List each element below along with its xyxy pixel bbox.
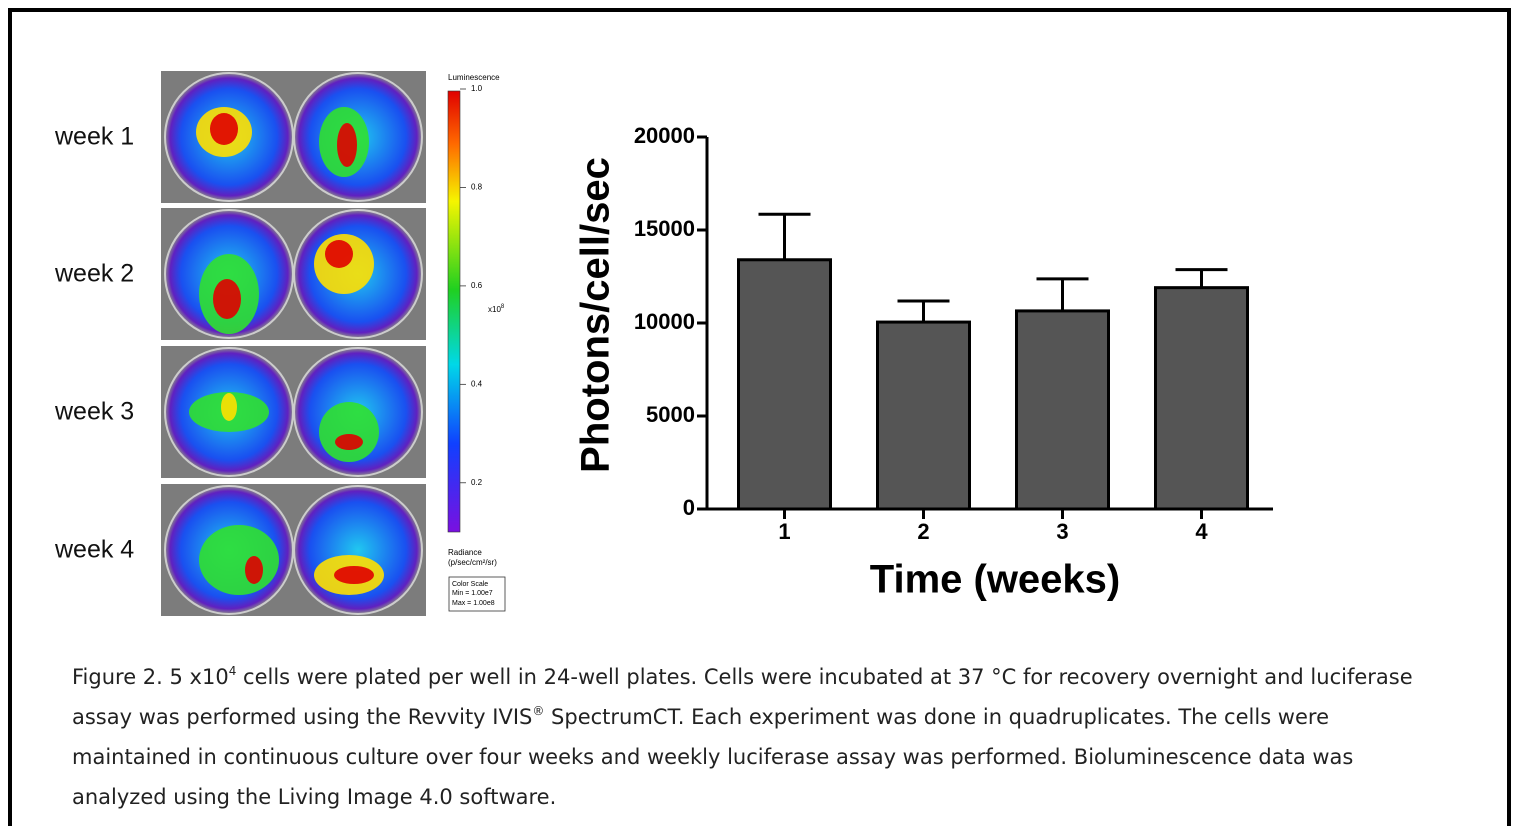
caption: Figure 2. 5 x104 cells were plated per w… (72, 657, 1452, 817)
y-axis-title: Photons/cell/sec (574, 157, 618, 473)
x-tick-label: 3 (1056, 519, 1068, 544)
caption-text: Figure 2. 5 x10 (72, 665, 229, 689)
unit: (p/sec/cm²/sr) (448, 558, 497, 567)
signal (334, 566, 374, 584)
scale-tick-label: 0.8 (471, 183, 483, 192)
row-label: week 2 (54, 260, 134, 288)
x-axis-title: Time (weeks) (870, 558, 1121, 602)
x-tick-label: 1 (778, 519, 790, 544)
signal (337, 123, 357, 167)
signal (213, 279, 241, 319)
frame (8, 8, 1511, 826)
scale-tick-label: 1.0 (471, 84, 483, 93)
caption-text: SpectrumCT. Each experiment was done in … (72, 705, 1354, 809)
y-tick-label: 20000 (634, 123, 695, 148)
signal (335, 434, 363, 450)
bar (1015, 309, 1110, 511)
row-label: week 4 (54, 536, 134, 564)
signal (199, 525, 279, 595)
caption-text: cells were plated per well in 24-well pl… (72, 665, 1413, 729)
scale-title: Luminescence (448, 73, 500, 82)
signal (319, 402, 379, 462)
superscript: ® (532, 704, 545, 718)
y-tick-label: 15000 (634, 216, 695, 241)
signal (221, 393, 237, 421)
scale-multiplier: x108 (488, 304, 505, 315)
signal (245, 556, 263, 584)
superscript: 4 (228, 664, 237, 678)
well (293, 485, 423, 615)
box-line: Color Scale (452, 581, 488, 588)
scale-tick-label: 0.6 (471, 281, 483, 290)
scale-tick-label: 0.4 (471, 379, 483, 388)
signal (210, 113, 238, 145)
scale-tick-label: 0.2 (471, 478, 483, 487)
signal (325, 240, 353, 268)
multiplier: x10 (488, 305, 501, 314)
bar (1154, 286, 1249, 511)
row-label: week 1 (54, 123, 134, 151)
unit-title: Radiance (448, 548, 482, 557)
y-tick-label: 10000 (634, 309, 695, 334)
bar (737, 258, 832, 511)
y-tick-label: 0 (683, 495, 695, 520)
box-line: Min = 1.00e7 (452, 590, 493, 597)
color-bar (447, 90, 461, 533)
row-label: week 3 (54, 398, 134, 426)
x-tick-label: 4 (1195, 519, 1208, 544)
y-tick-label: 5000 (646, 402, 695, 427)
bar (876, 320, 971, 511)
x-tick-label: 2 (917, 519, 929, 544)
exponent: 8 (501, 304, 505, 310)
box-line: Max = 1.00e8 (452, 600, 495, 607)
figure: Luminescence x108 Radiance (p/sec/cm²/sr… (54, 71, 1273, 616)
scale-box (448, 576, 506, 612)
